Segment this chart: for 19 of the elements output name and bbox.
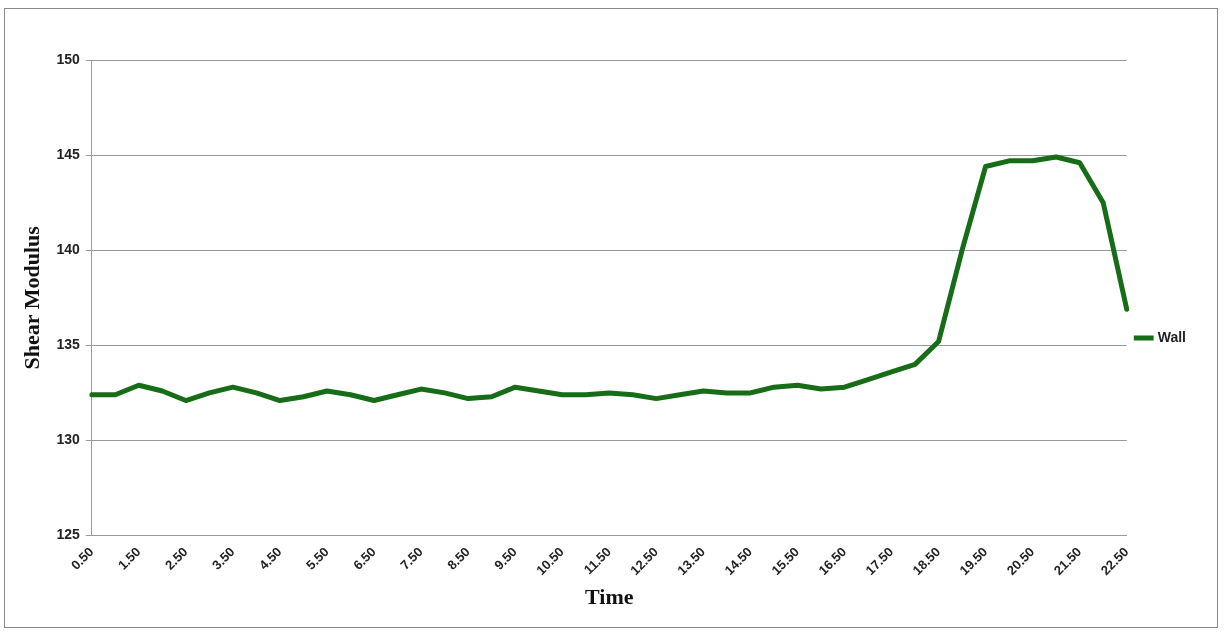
y-tick-label: 150 bbox=[56, 50, 80, 67]
x-tick-label: 5.50 bbox=[303, 544, 332, 573]
x-tick-label: 8.50 bbox=[444, 544, 473, 573]
y-tick-label: 125 bbox=[56, 526, 80, 543]
x-tick-label: 0.50 bbox=[67, 544, 97, 573]
x-tick-label: 4.50 bbox=[256, 544, 285, 573]
y-tick-label: 140 bbox=[56, 241, 80, 258]
x-tick-label: 2.50 bbox=[161, 544, 191, 573]
y-tick-label: 145 bbox=[56, 145, 80, 162]
x-tick-label: 6.50 bbox=[350, 544, 379, 573]
y-axis-title: Shear Modulus bbox=[18, 225, 44, 370]
x-tick-label: 3.50 bbox=[209, 544, 238, 573]
x-tick-label: 9.50 bbox=[491, 544, 520, 573]
y-tick-label: 130 bbox=[56, 431, 80, 448]
x-tick-label: 7.50 bbox=[397, 544, 426, 573]
y-tick-label: 135 bbox=[56, 336, 80, 353]
x-axis-title: Time bbox=[585, 584, 634, 610]
legend-label: Wall bbox=[1157, 328, 1187, 345]
x-tick-label: 1.50 bbox=[114, 544, 144, 573]
